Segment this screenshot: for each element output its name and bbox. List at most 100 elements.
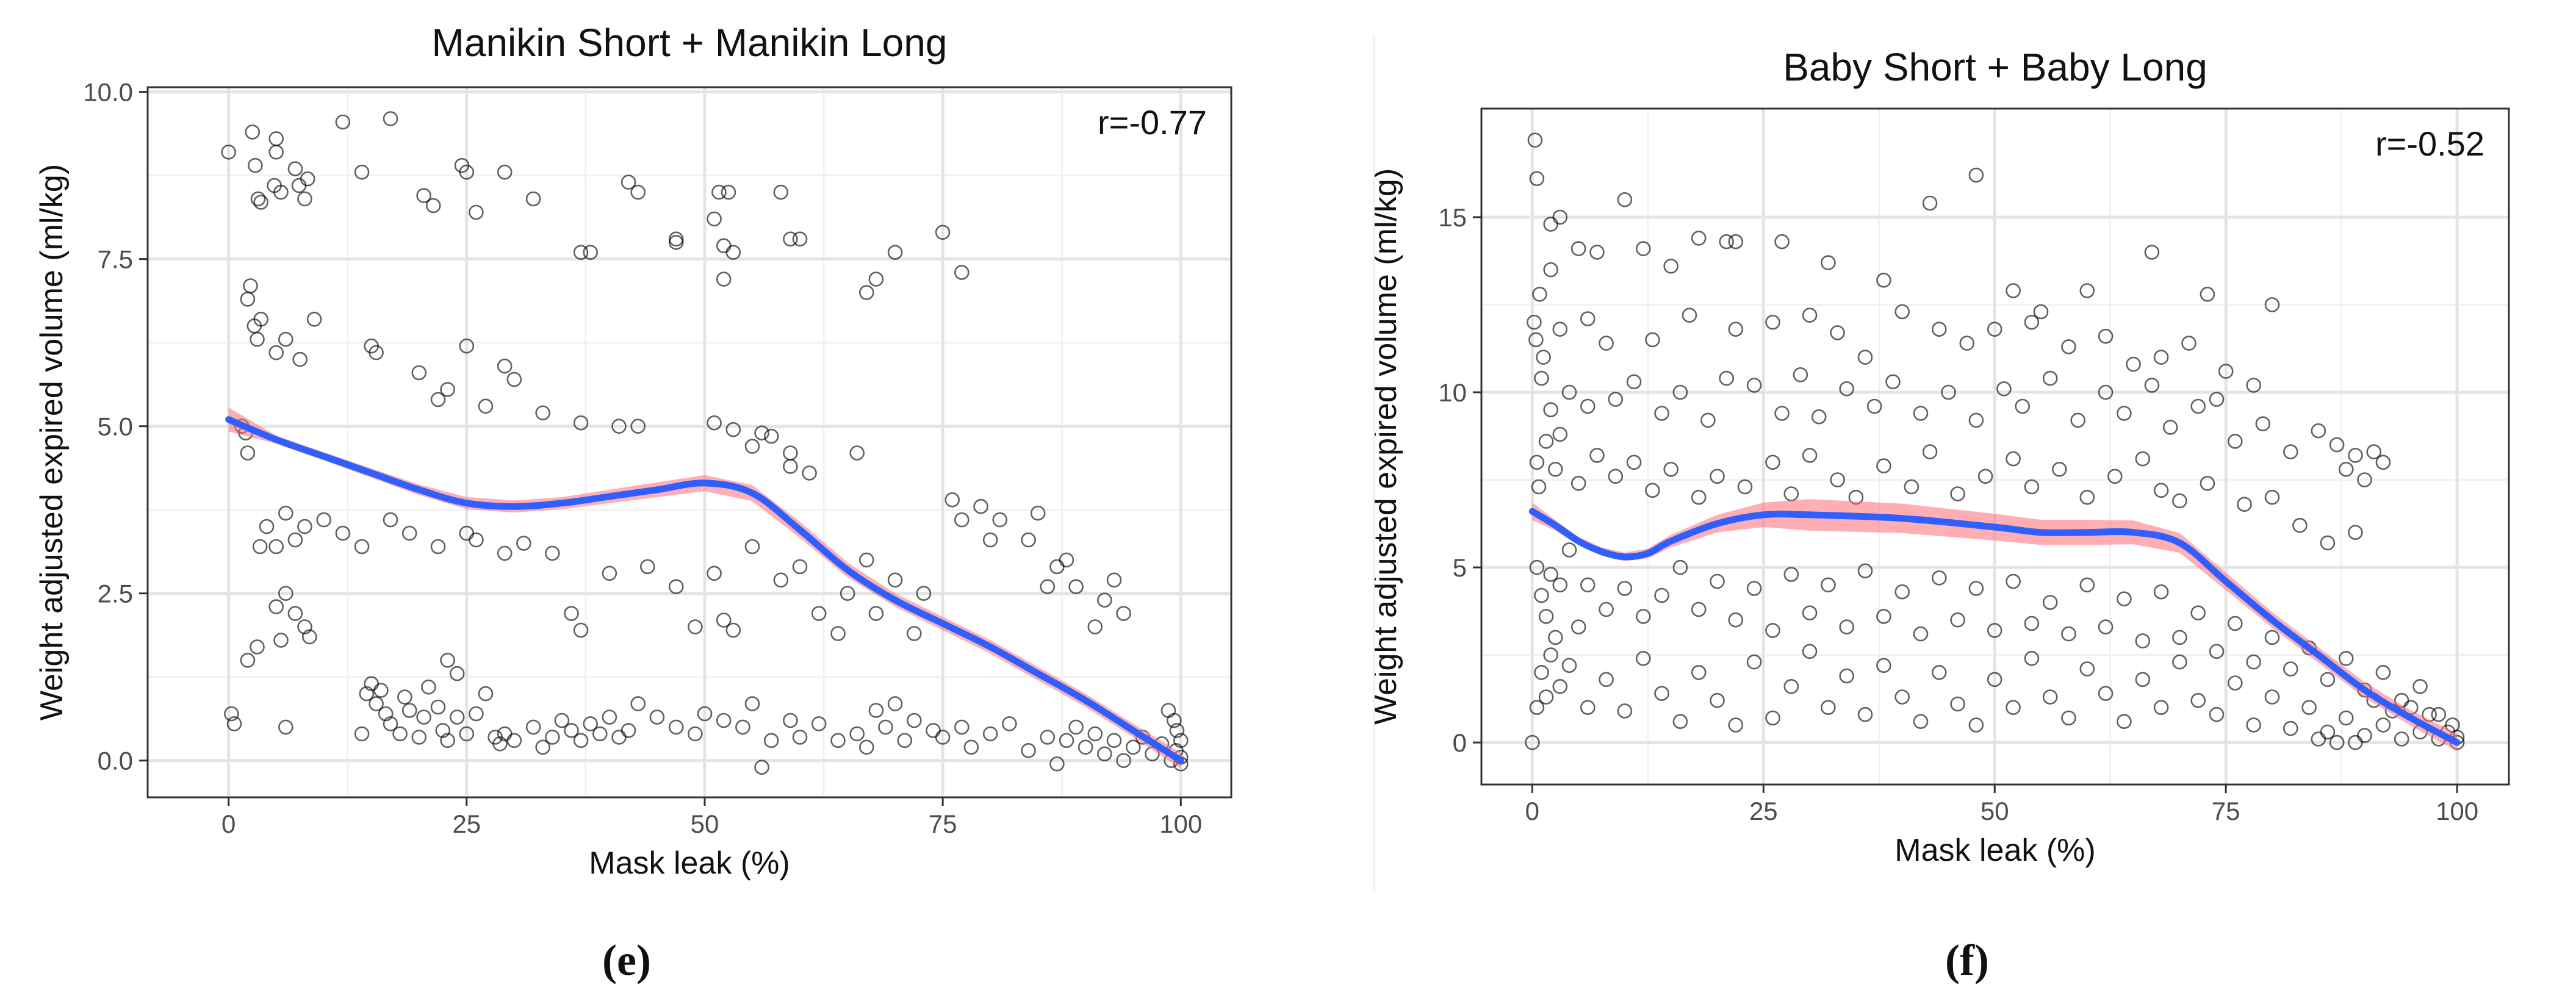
- data-point: [369, 696, 384, 711]
- plot-border: [146, 86, 1232, 799]
- data-point: [2079, 577, 2095, 593]
- data-point: [1636, 651, 1651, 666]
- data-point: [1821, 700, 1836, 715]
- data-point: [1968, 581, 1984, 596]
- data-point: [640, 559, 655, 575]
- data-point: [1950, 612, 1965, 628]
- data-point: [1977, 469, 1993, 484]
- data-point: [573, 415, 589, 431]
- data-point: [253, 311, 269, 327]
- data-point: [1922, 195, 1938, 211]
- data-point: [783, 445, 798, 461]
- data-point: [1049, 756, 1065, 772]
- data-point: [688, 619, 703, 634]
- data-point: [897, 733, 912, 749]
- data-point: [2098, 328, 2114, 344]
- data-point: [2006, 700, 2021, 715]
- data-point: [1793, 367, 1808, 383]
- chart-title: Manikin Short + Manikin Long: [432, 21, 948, 65]
- data-point: [544, 730, 560, 745]
- confidence-band: [228, 408, 1181, 769]
- data-point: [711, 184, 727, 200]
- data-point: [1561, 384, 1577, 400]
- data-point: [1691, 489, 1707, 505]
- data-point: [2264, 297, 2280, 312]
- data-point: [1663, 258, 1678, 274]
- data-point: [744, 696, 760, 711]
- data-point: [1087, 619, 1103, 634]
- data-point: [430, 392, 446, 408]
- data-point: [373, 683, 389, 698]
- data-point: [783, 713, 798, 728]
- data-point: [1608, 392, 1624, 407]
- data-point: [1160, 703, 1176, 718]
- data-point: [1728, 234, 1744, 250]
- data-point: [859, 739, 874, 755]
- data-point: [973, 498, 988, 514]
- data-point: [1950, 696, 1965, 712]
- data-point: [253, 195, 269, 210]
- data-point: [250, 191, 266, 207]
- data-point: [291, 178, 307, 193]
- data-point: [602, 709, 617, 725]
- data-point: [268, 539, 284, 555]
- data-point: [1746, 378, 1762, 393]
- data-point: [2246, 717, 2261, 733]
- data-point: [1866, 398, 1882, 414]
- data-point: [840, 586, 855, 602]
- data-point: [887, 696, 903, 711]
- data-point: [359, 686, 375, 702]
- data-point: [297, 619, 312, 634]
- data-point: [226, 716, 242, 731]
- data-point: [2135, 451, 2151, 467]
- data-point: [1543, 262, 1558, 278]
- data-point: [2329, 437, 2345, 453]
- data-point: [268, 145, 284, 160]
- data-point: [2228, 675, 2243, 691]
- y-tick-label: 0: [1453, 728, 1467, 757]
- data-point: [725, 245, 741, 260]
- data-point: [1857, 706, 1873, 722]
- data-point: [2117, 714, 2132, 729]
- data-point: [1996, 381, 2012, 397]
- data-point: [300, 171, 315, 187]
- data-point: [754, 425, 769, 441]
- data-point: [2264, 689, 2280, 705]
- panel-f: 0 25 50 75 100 0 5 10 15 Baby Short + Baby Long Ma…: [1368, 45, 2510, 985]
- data-point: [1765, 314, 1780, 330]
- x-tick-label: 100: [1159, 810, 1202, 838]
- data-point: [497, 545, 513, 561]
- data-point: [1561, 658, 1577, 674]
- data-point: [1894, 304, 1910, 320]
- data-point: [2015, 398, 2030, 414]
- data-point: [430, 699, 446, 715]
- data-point: [392, 726, 408, 742]
- data-point: [2135, 633, 2151, 648]
- data-point: [811, 606, 827, 621]
- data-point: [440, 733, 455, 749]
- data-point: [2098, 619, 2114, 634]
- data-point: [287, 606, 303, 621]
- data-point: [1932, 321, 1947, 337]
- data-point: [849, 445, 865, 461]
- data-point: [1538, 689, 1554, 705]
- data-point: [411, 730, 427, 745]
- data-point: [1543, 647, 1558, 663]
- data-point: [525, 719, 541, 735]
- data-point: [2357, 728, 2372, 743]
- data-point: [1783, 679, 1799, 694]
- data-point: [1811, 409, 1827, 425]
- panel-separator: [1373, 37, 1375, 891]
- data-point: [725, 422, 741, 437]
- data-point: [2172, 630, 2187, 645]
- data-point: [1672, 559, 1688, 575]
- data-point: [2338, 710, 2354, 726]
- x-tick-label: 75: [2212, 797, 2240, 825]
- data-point: [668, 234, 684, 250]
- data-point: [1691, 602, 1707, 617]
- data-point: [421, 679, 436, 695]
- data-point: [2135, 672, 2151, 688]
- data-point: [773, 184, 789, 200]
- data-point: [1830, 472, 1845, 487]
